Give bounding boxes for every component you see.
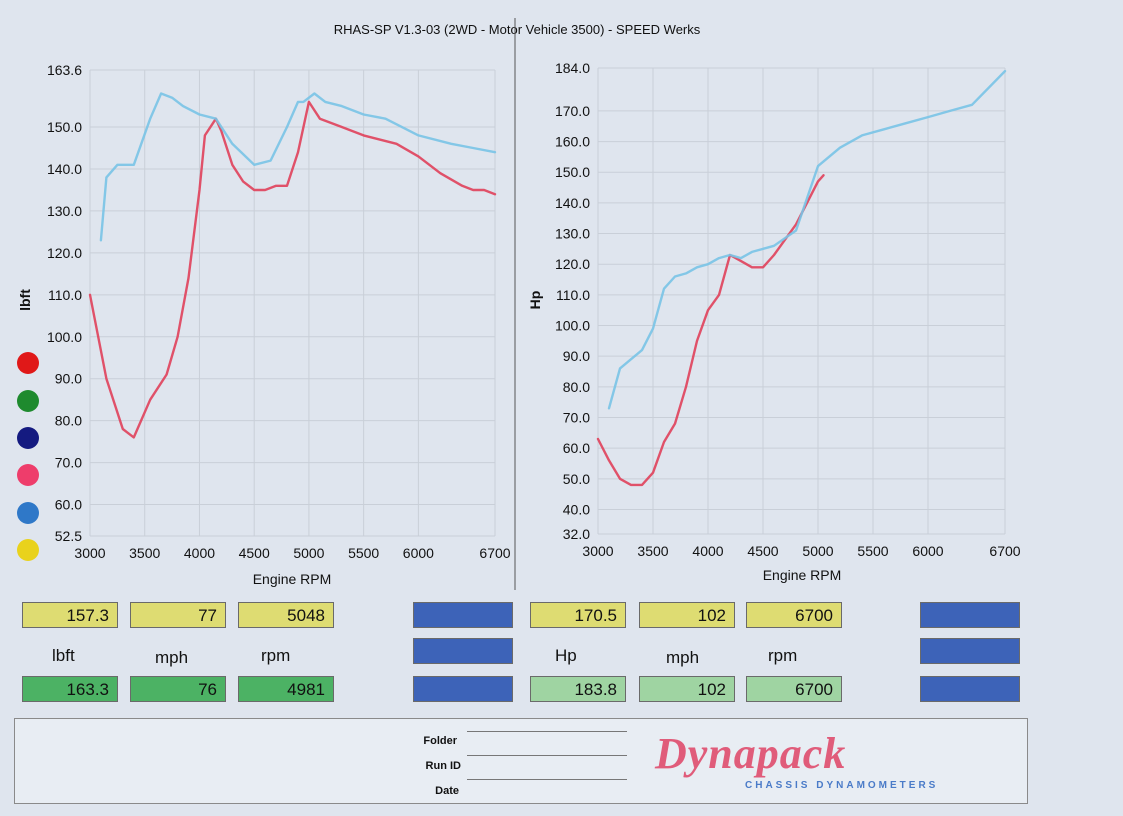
hp-run2-extra: [920, 676, 1020, 702]
hp-x-tick-label: 6000: [912, 543, 943, 559]
torque-run2-mph: 76: [130, 676, 226, 702]
torque-x-tick-label: 6000: [403, 545, 434, 561]
torque-x-tick-label: 4000: [184, 545, 215, 561]
hp-y-tick-label: 40.0: [563, 501, 590, 517]
dynapack-logo: Dynapack: [655, 729, 847, 778]
hp-rpm-label: rpm: [768, 646, 798, 665]
torque-y-tick-label: 120.0: [47, 245, 82, 261]
torque-y-axis-label: lbft: [17, 289, 33, 311]
hp-x-tick-label: 6700: [989, 543, 1020, 559]
torque-run2-lbft: 163.3: [22, 676, 118, 702]
run-info-footer: Folder Run ID Date: [14, 718, 1028, 804]
torque-y-tick-label: 150.0: [47, 119, 82, 135]
hp-y-tick-label: 32.0: [563, 526, 590, 542]
torque-rpm-label: rpm: [261, 646, 291, 665]
legend-dot-pink: [17, 464, 39, 486]
torque-x-tick-label: 4500: [239, 545, 270, 561]
torque-x-tick-label: 3000: [74, 545, 105, 561]
dynapack-logo-subtitle: CHASSIS DYNAMOMETERS: [745, 780, 939, 791]
legend-dot-yellow: [17, 539, 39, 561]
torque-y-tick-label: 60.0: [55, 497, 82, 513]
hp-y-axis-label: Hp: [527, 291, 543, 310]
torque-label-extra: [413, 638, 513, 664]
torque-x-tick-label: 6700: [479, 545, 510, 561]
torque-run1-lbft: 157.3: [22, 602, 118, 628]
hp-y-tick-label: 50.0: [563, 471, 590, 487]
hp-run1-mph: 102: [639, 602, 735, 628]
hp-x-tick-label: 3000: [582, 543, 613, 559]
torque-chart: 163.6 150.0 140.0 130.0 120.0 110.0 100.0 90.0 8…: [17, 62, 511, 587]
date-field[interactable]: [467, 779, 627, 780]
torque-run1-mph: 77: [130, 602, 226, 628]
hp-mph-label: mph: [666, 648, 700, 667]
torque-run1-rpm: 5048: [238, 602, 334, 628]
hp-y-tick-label: 110.0: [556, 287, 590, 303]
torque-run1-extra: [413, 602, 513, 628]
torque-run2-rpm: 4981: [238, 676, 334, 702]
hp-y-tick-label: 100.0: [555, 318, 590, 334]
torque-x-axis-label: Engine RPM: [253, 571, 332, 587]
power-chart: 184.0 170.0 160.0 150.0 140.0 130.0 120.0 110.0…: [527, 60, 1021, 583]
hp-y-tick-label: 184.0: [555, 60, 590, 76]
hp-x-tick-label: 4500: [747, 543, 778, 559]
torque-y-tick-label: 140.0: [47, 161, 82, 177]
hp-y-tick-label: 140.0: [555, 195, 590, 211]
torque-run2-extra: [413, 676, 513, 702]
legend-dot-navy: [17, 427, 39, 449]
hp-label-extra: [920, 638, 1020, 664]
torque-y-tick-label: 70.0: [55, 455, 82, 471]
torque-mph-label: mph: [155, 648, 189, 667]
dyno-plots: 163.6 150.0 140.0 130.0 120.0 110.0 100.0 90.0 8…: [17, 18, 1021, 590]
hp-y-tick-label: 130.0: [555, 226, 590, 242]
torque-series-1-line: [88, 100, 497, 439]
hp-y-tick-label: 80.0: [563, 379, 590, 395]
legend-dot-red: [17, 352, 39, 374]
torque-series-2-line: [99, 92, 497, 242]
hp-series-1-line: [596, 174, 825, 487]
hp-y-tick-label: 150.0: [555, 164, 590, 180]
hp-run2-mph: 102: [639, 676, 735, 702]
hp-y-tick-label: 160.0: [555, 134, 590, 150]
torque-y-tick-label: 130.0: [47, 203, 82, 219]
hp-series-2-line: [607, 69, 1007, 410]
hp-y-tick-label: 90.0: [563, 348, 590, 364]
hp-run2-hp: 183.8: [530, 676, 626, 702]
torque-y-tick-label: 90.0: [55, 371, 82, 387]
torque-lbft-label: lbft: [52, 646, 75, 665]
run-id-label: Run ID: [425, 760, 461, 772]
hp-y-tick-label: 60.0: [563, 440, 590, 456]
date-label: Date: [435, 785, 459, 797]
torque-y-tick-label: 110.0: [48, 287, 82, 303]
chart-header-title: RHAS-SP V1.3-03 (2WD - Motor Vehicle 350…: [333, 22, 701, 37]
hp-run1-extra: [920, 602, 1020, 628]
hp-hp-label: Hp: [555, 646, 577, 665]
legend-dot-green: [17, 390, 39, 412]
hp-x-axis-label: Engine RPM: [763, 567, 842, 583]
hp-x-tick-label: 4000: [692, 543, 723, 559]
torque-x-tick-label: 3500: [129, 545, 160, 561]
hp-run2-rpm: 6700: [746, 676, 842, 702]
torque-y-tick-label: 163.6: [47, 62, 82, 78]
torque-y-tick-label: 80.0: [55, 413, 82, 429]
torque-x-tick-label: 5000: [293, 545, 324, 561]
hp-x-tick-label: 5500: [857, 543, 888, 559]
torque-y-tick-label: 52.5: [55, 528, 82, 544]
folder-field[interactable]: [467, 731, 627, 732]
hp-run1-hp: 170.5: [530, 602, 626, 628]
legend-dot-blue: [17, 502, 39, 524]
hp-y-tick-label: 170.0: [555, 103, 590, 119]
hp-x-tick-label: 3500: [637, 543, 668, 559]
torque-x-tick-label: 5500: [348, 545, 379, 561]
folder-label: Folder: [423, 735, 457, 747]
run-id-field[interactable]: [467, 755, 627, 756]
hp-run1-rpm: 6700: [746, 602, 842, 628]
hp-y-tick-label: 70.0: [563, 410, 590, 426]
hp-y-tick-label: 120.0: [555, 256, 590, 272]
torque-y-tick-label: 100.0: [47, 329, 82, 345]
hp-x-tick-label: 5000: [802, 543, 833, 559]
